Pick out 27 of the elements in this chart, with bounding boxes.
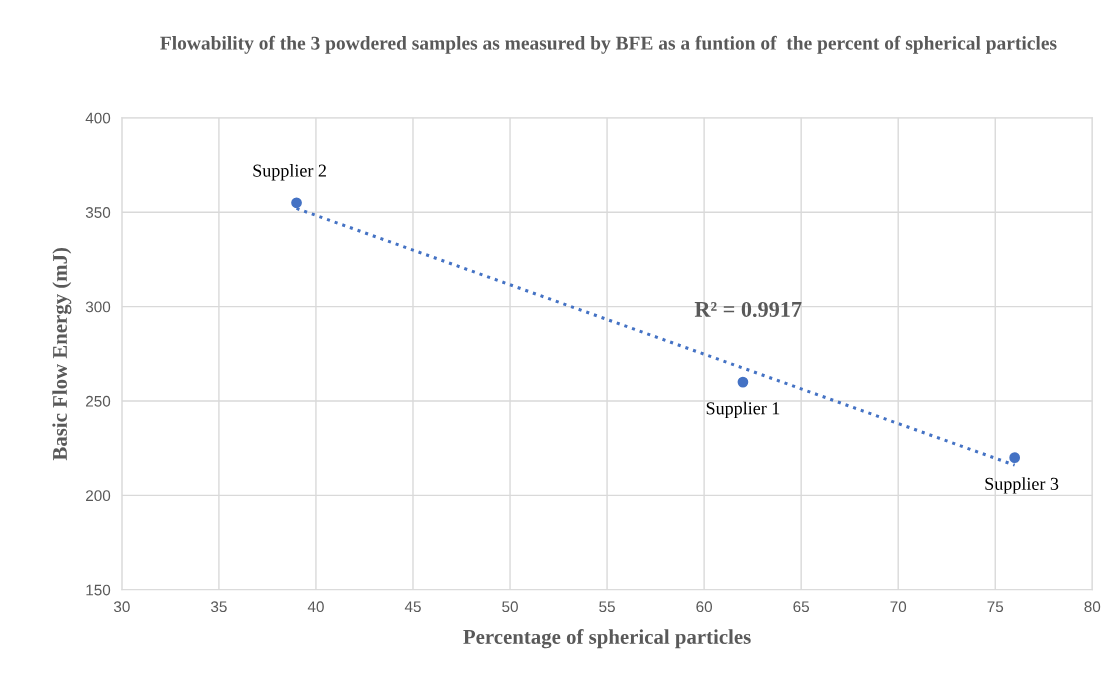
annotation: Supplier 3: [985, 477, 1059, 494]
y-tick-label: 150: [86, 584, 111, 596]
x-tick-label: 30: [113, 601, 130, 613]
point: [737, 376, 749, 388]
x-tick-label: 60: [696, 601, 713, 613]
x-axis-title: Percentage of spherical particles: [463, 629, 751, 649]
x-tick-label: 75: [987, 601, 1004, 613]
annotation: Supplier 1: [706, 401, 780, 419]
x-tick-label: 70: [890, 601, 907, 613]
y-tick-label: 200: [86, 490, 111, 502]
x-tick-label: 45: [404, 601, 421, 613]
x-tick-label: 65: [793, 601, 810, 613]
y-tick-label: 350: [85, 207, 111, 218]
annotation: R² = 0.9917: [694, 301, 802, 317]
x-tick-label: 35: [210, 601, 227, 613]
point: [1009, 452, 1021, 463]
point: [291, 197, 302, 209]
x-tick-label: 50: [502, 601, 518, 613]
chart-title: Flowability of the 3 powdered samples as measured by BFE as a funtion of the percent of spherical particles: [160, 35, 1057, 54]
x-tick-label: 40: [307, 601, 324, 613]
y-axis-title: Basic Flow Energy (mJ): [52, 247, 72, 461]
annotation: Supplier 2: [253, 164, 326, 181]
x-tick-label: 55: [599, 601, 615, 613]
y-tick-label: 250: [86, 395, 111, 407]
x-tick-label: 80: [1084, 601, 1101, 613]
y-tick-label: 400: [85, 112, 111, 124]
y-tick-label: 300: [85, 301, 111, 313]
